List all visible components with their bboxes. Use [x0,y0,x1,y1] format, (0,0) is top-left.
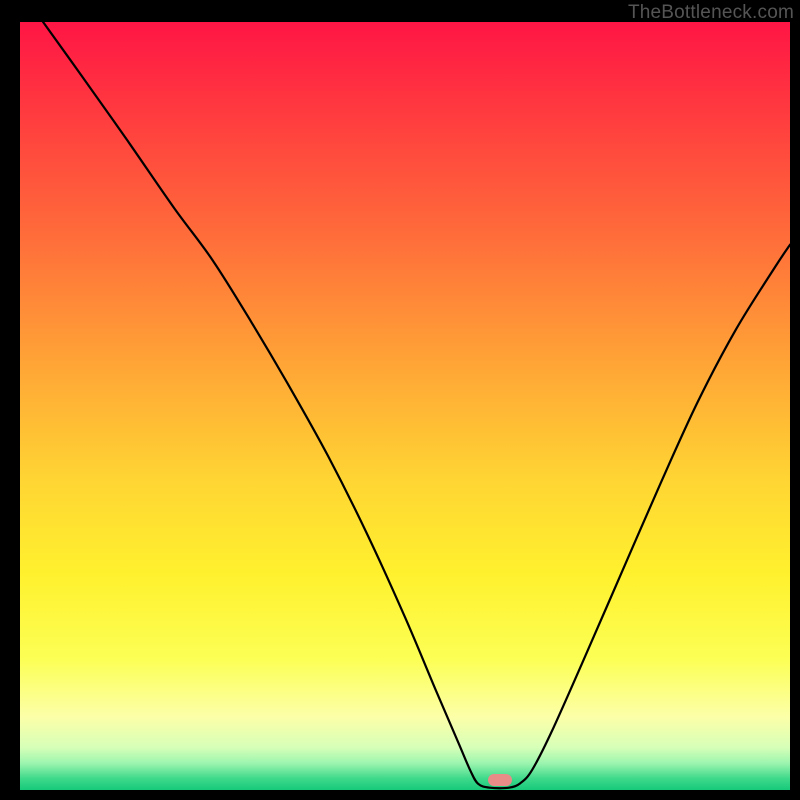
plot-frame-bottom [0,790,800,800]
plot-frame-right [790,0,800,800]
gradient-background [20,22,790,790]
chart-stage: TheBottleneck.com [0,0,800,800]
watermark-text: TheBottleneck.com [628,2,794,24]
optimal-point-marker [488,774,512,786]
bottleneck-plot [20,22,790,790]
plot-frame-left [0,0,20,800]
